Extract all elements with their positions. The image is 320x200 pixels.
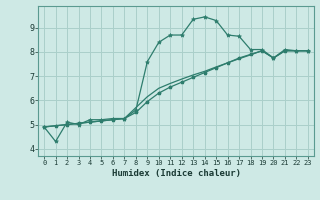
X-axis label: Humidex (Indice chaleur): Humidex (Indice chaleur) [111,169,241,178]
